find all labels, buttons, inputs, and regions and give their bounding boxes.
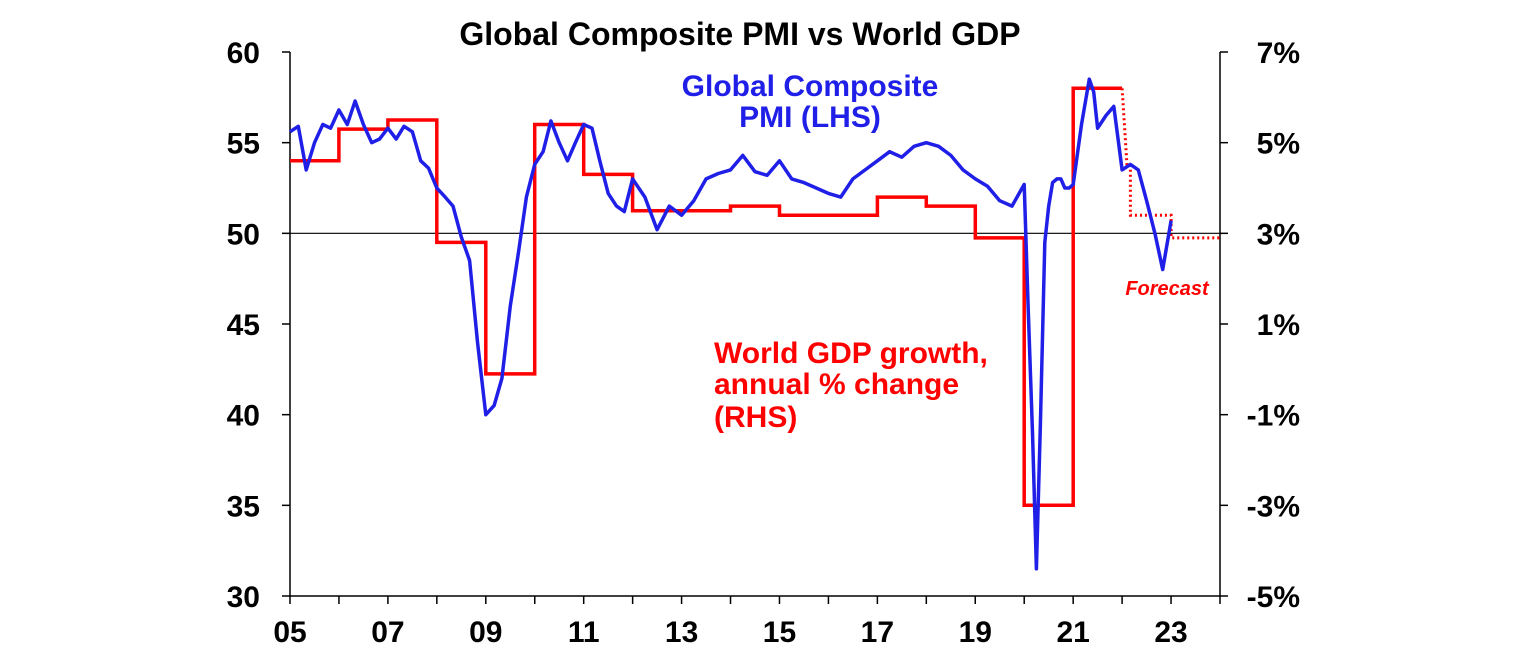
x-tick-label: 07 xyxy=(371,616,404,649)
gdp-series-label: annual % change xyxy=(714,368,959,401)
y-right-tick-label: 1% xyxy=(1257,309,1300,342)
gdp-series-label: World GDP growth, xyxy=(714,337,988,370)
x-tick-label: 05 xyxy=(273,616,306,649)
y-left-tick-label: 40 xyxy=(227,400,260,433)
pmi-line xyxy=(289,77,1173,571)
y-right-tick-label: 5% xyxy=(1257,128,1300,161)
y-right-tick-label: -1% xyxy=(1247,400,1300,433)
x-tick-label: 17 xyxy=(861,616,894,649)
x-tick-label: 15 xyxy=(763,616,796,649)
y-left-tick-label: 55 xyxy=(227,128,260,161)
x-tick-label: 23 xyxy=(1154,616,1187,649)
pmi-series-label: PMI (LHS) xyxy=(739,101,881,134)
gdp-series-label: (RHS) xyxy=(714,401,797,434)
y-left-tick-label: 35 xyxy=(227,490,260,523)
x-tick-label: 13 xyxy=(665,616,698,649)
y-right-tick-label: 7% xyxy=(1257,37,1300,70)
x-tick-label: 11 xyxy=(568,616,600,649)
chart-title: Global Composite PMI vs World GDP xyxy=(459,16,1020,52)
forecast-label: Forecast xyxy=(1125,278,1210,300)
y-left-tick-label: 60 xyxy=(227,37,260,70)
y-right-tick-label: -3% xyxy=(1247,490,1300,523)
x-tick-label: 09 xyxy=(469,616,502,649)
x-tick-label: 19 xyxy=(959,616,992,649)
y-left-tick-label: 30 xyxy=(227,581,260,614)
series-layer xyxy=(289,77,1220,571)
axes: 60 55 50 45 40 35 30 7% 5% 3% 1% -1% -3% -5% 05 07 09 11 1… xyxy=(227,37,1300,649)
y-left-tick-label: 45 xyxy=(227,309,260,342)
y-left-tick-label: 50 xyxy=(227,218,260,251)
pmi-series-label: Global Composite xyxy=(682,70,939,103)
x-tick-label: 21 xyxy=(1056,616,1089,649)
gdp-growth-line xyxy=(290,86,1123,508)
y-right-tick-label: 3% xyxy=(1257,218,1300,251)
y-right-tick-label: -5% xyxy=(1247,581,1300,614)
gdp-forecast-line xyxy=(1120,88,1220,240)
